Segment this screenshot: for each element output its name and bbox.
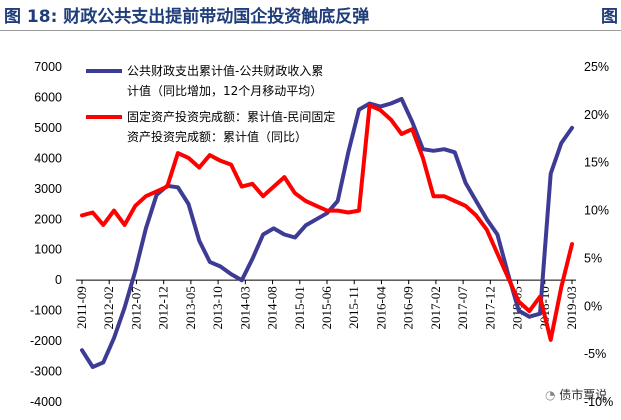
- x-tick-label: 2012-07: [128, 286, 143, 330]
- x-tick-label: 2017-07: [455, 286, 470, 330]
- left-tick-label: 7000: [34, 60, 62, 74]
- x-tick-label: 2014-08: [265, 286, 280, 329]
- x-axis-ticks: 2011-09 2012-02 2012-07 2012-12 2013-05 2013-…: [74, 280, 579, 330]
- x-tick-label: 2012-02: [101, 286, 116, 329]
- legend-label-1-line-2: 计值（同比增加，12个月移动平均）: [127, 83, 322, 98]
- left-tick-label: -2000: [30, 334, 62, 348]
- x-tick-label: 2012-12: [156, 286, 171, 329]
- x-tick-label: 2013-10: [210, 286, 225, 329]
- x-tick-label: 2011-09: [74, 286, 89, 329]
- watermark-text: 债市覃说: [559, 388, 608, 402]
- right-tick-label: 10%: [584, 204, 609, 218]
- left-tick-label: 2000: [34, 212, 62, 226]
- left-tick-label: -1000: [30, 304, 62, 318]
- x-tick-label: 2016-09: [401, 286, 416, 329]
- left-tick-label: 5000: [34, 121, 62, 135]
- watermark: ◔ 债市覃说: [545, 386, 607, 403]
- x-tick-label: 2017-12: [482, 286, 497, 329]
- right-tick-label: -5%: [584, 347, 606, 361]
- x-tick-label: 2016-04: [373, 286, 388, 330]
- title-bar: 图 18: 财政公共支出提前带动国企投资触底反弹 图: [0, 0, 621, 28]
- left-tick-label: -3000: [30, 365, 62, 379]
- left-axis-ticks: -4000 -3000 -2000 -1000 0 1000 2000 3000 4000 500…: [30, 60, 62, 409]
- left-tick-label: 3000: [34, 182, 62, 196]
- right-tick-label: 0%: [584, 299, 602, 313]
- legend-label-2-line-2: 资产投资完成额：累计值（同比）: [127, 129, 307, 144]
- right-tick-label: 20%: [584, 108, 609, 122]
- left-tick-label: -4000: [30, 395, 62, 409]
- left-tick-label: 4000: [34, 151, 62, 165]
- legend-label-2-line-1: 固定资产投资完成额：累计值-民间固定: [127, 109, 335, 124]
- right-axis-ticks: -10% -5% 0% 5% 10% 15% 20% 25%: [584, 60, 613, 409]
- figure-title: 图 18: 财政公共支出提前带动国企投资触底反弹: [4, 7, 370, 27]
- x-tick-label: 2015-06: [319, 286, 334, 330]
- left-tick-label: 1000: [34, 243, 62, 257]
- right-tick-label: 5%: [584, 251, 602, 265]
- x-tick-label: 2013-05: [183, 286, 198, 329]
- wechat-icon: ◔: [545, 388, 560, 402]
- series-layer: [80, 97, 574, 369]
- left-tick-label: 0: [55, 273, 62, 287]
- legend-label-1-line-1: 公共财政支出累计值-公共财政收入累: [127, 63, 323, 78]
- right-tick-label: -10%: [584, 395, 613, 409]
- x-tick-label: 2015-01: [292, 286, 307, 329]
- right-tick-label: 25%: [584, 60, 609, 74]
- x-tick-label: 2015-11: [346, 286, 361, 329]
- x-tick-label: 2017-02: [428, 286, 443, 329]
- series-line-2: [80, 103, 574, 342]
- right-tick-label: 15%: [584, 156, 609, 170]
- x-tick-label: 2019-03: [564, 286, 579, 329]
- x-tick-label: 2014-03: [237, 286, 252, 329]
- left-tick-label: 6000: [34, 90, 62, 104]
- title-divider: [0, 30, 621, 31]
- next-figure-title-fragment: 图: [601, 7, 618, 27]
